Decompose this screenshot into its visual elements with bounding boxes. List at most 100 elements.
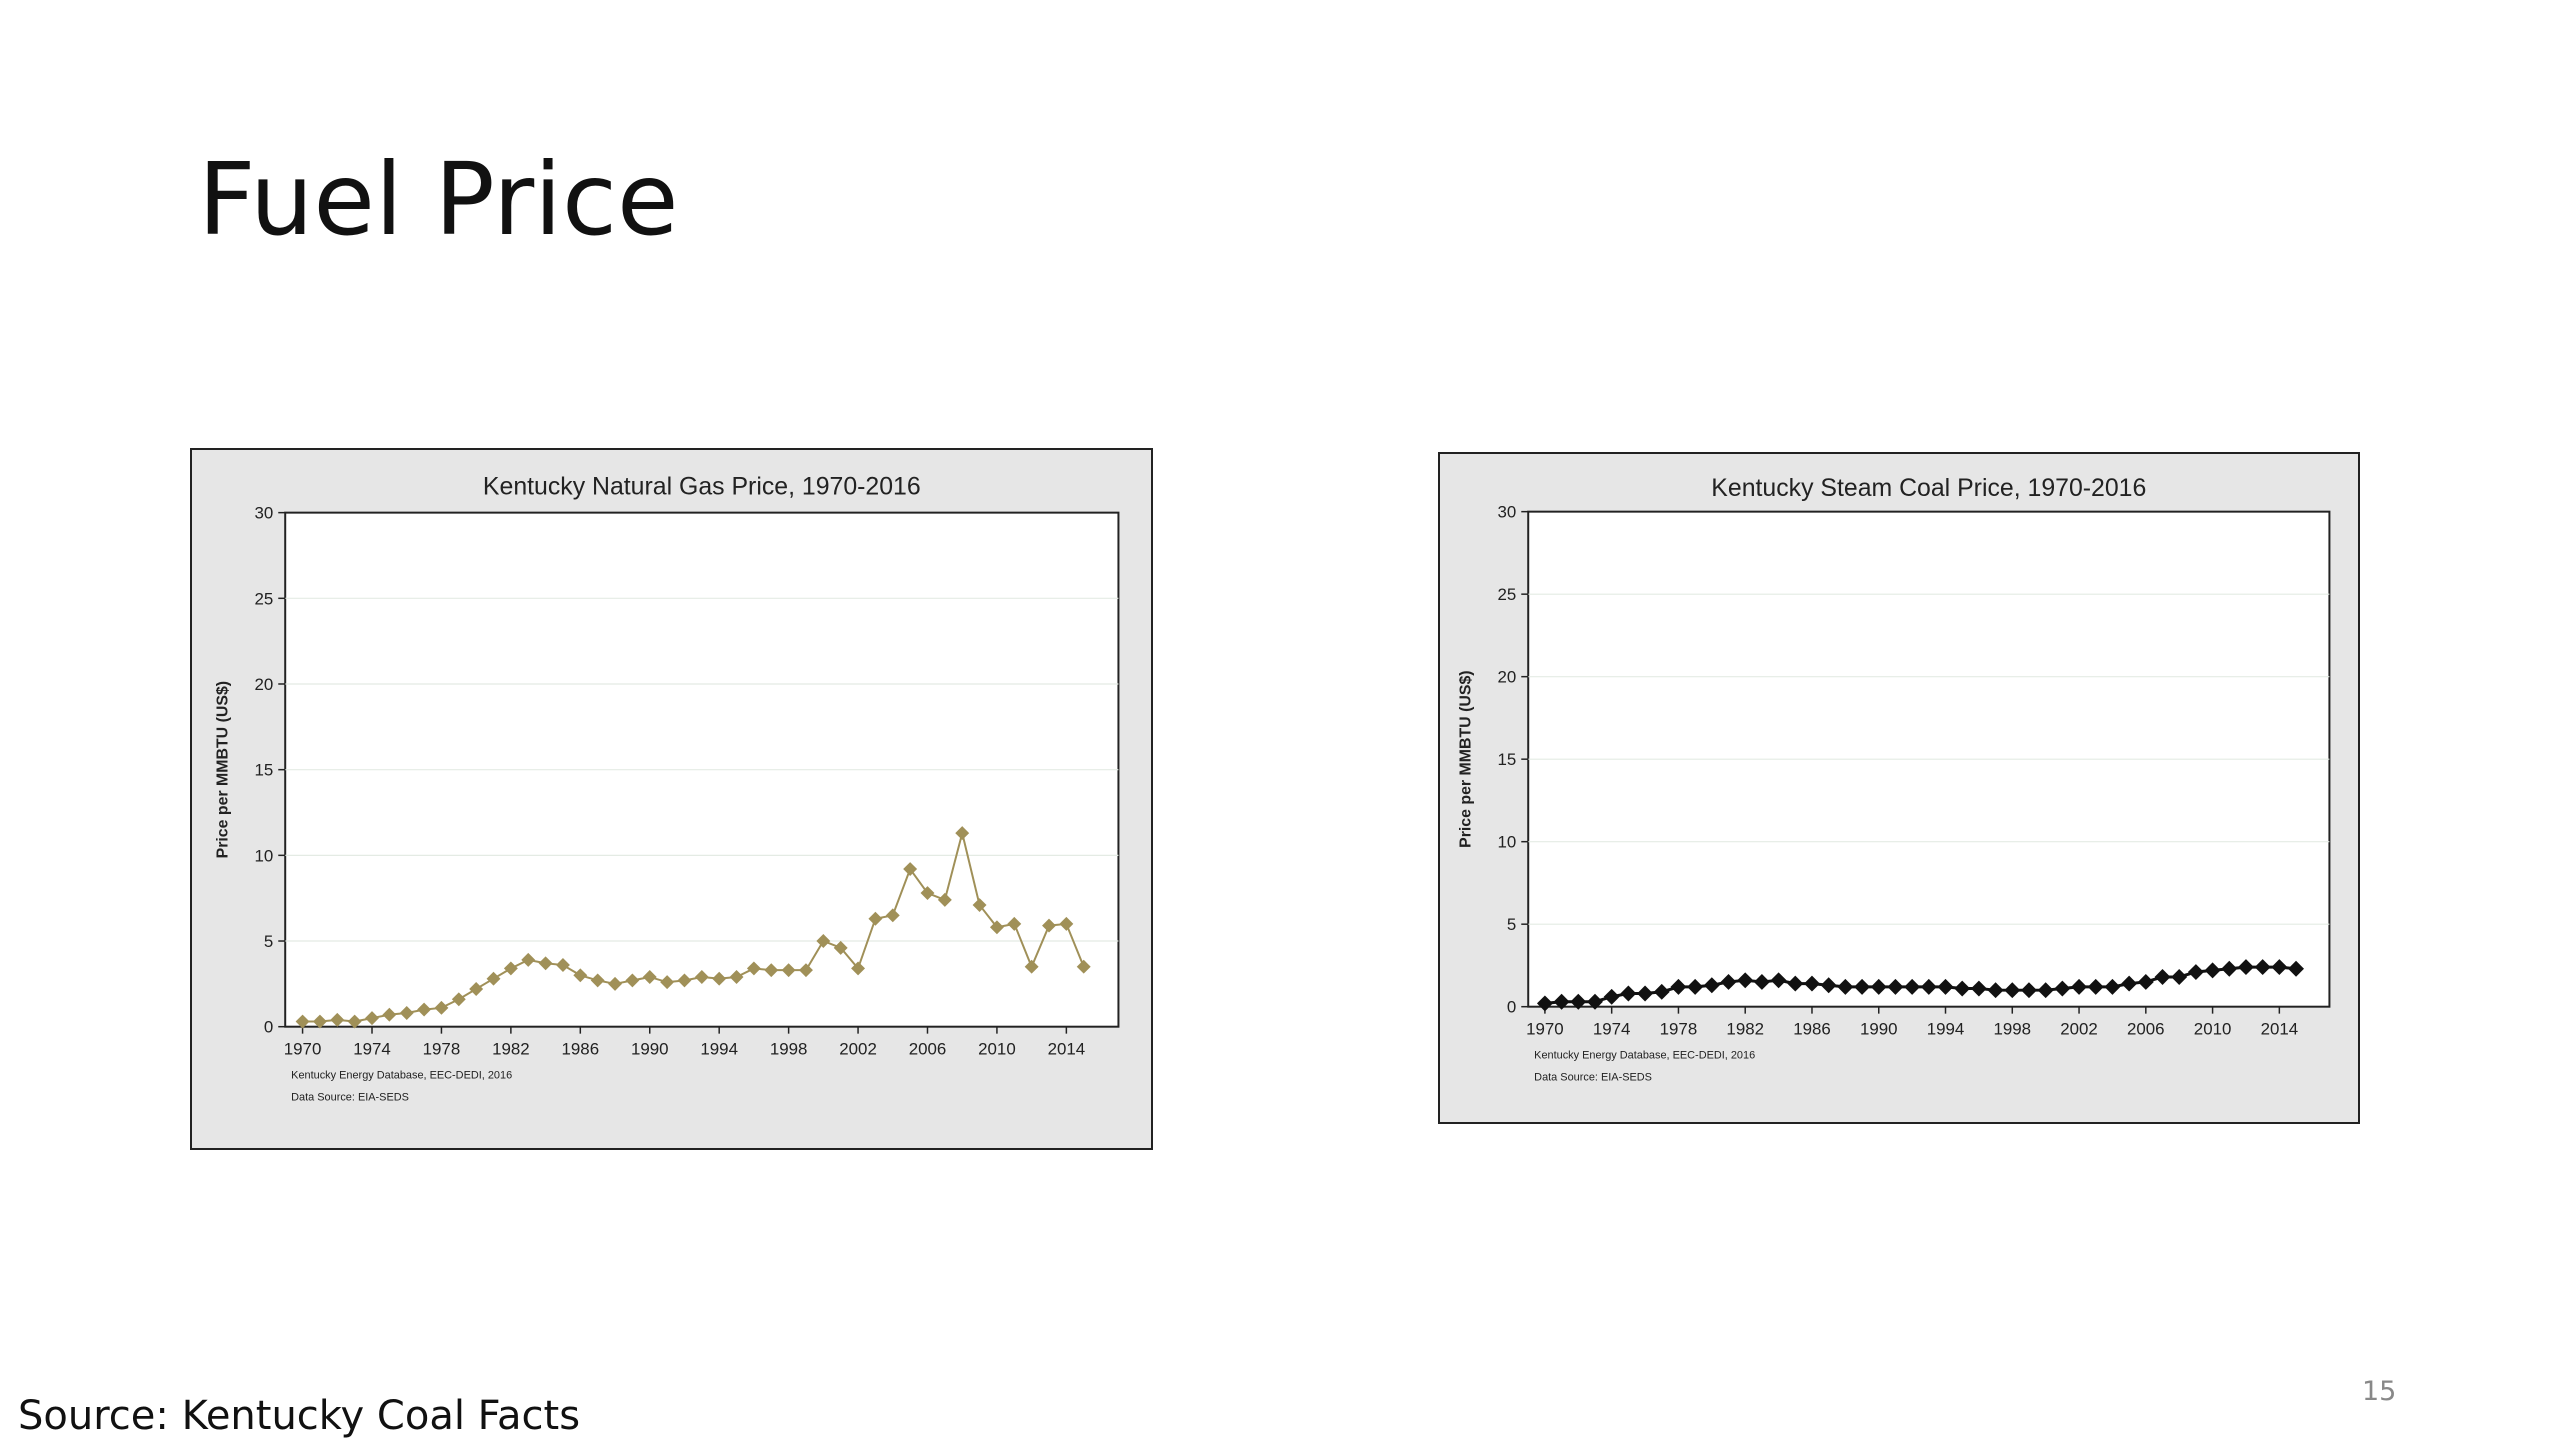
data-point: [677, 973, 692, 988]
x-tick-label: 1974: [1593, 1020, 1631, 1039]
data-point: [1603, 988, 1620, 1005]
chart-note: Data Source: EIA-SEDS: [1534, 1071, 1652, 1083]
data-point: [451, 992, 466, 1007]
data-point: [399, 1006, 414, 1020]
data-point: [312, 1014, 327, 1029]
data-point: [989, 920, 1004, 935]
data-point: [2021, 982, 2037, 999]
y-tick-label: 30: [254, 504, 273, 523]
x-tick-label: 2010: [2194, 1020, 2232, 1039]
data-point: [1804, 975, 1820, 992]
data-point: [1007, 916, 1022, 931]
chart-title: Kentucky Natural Gas Price, 1970-2016: [483, 474, 921, 501]
data-point: [330, 1012, 345, 1027]
data-point: [1920, 978, 1937, 995]
data-point: [2004, 982, 2021, 999]
data-point: [417, 1002, 432, 1017]
x-tick-label: 1982: [492, 1040, 530, 1059]
data-point: [1820, 977, 1837, 994]
data-point: [2221, 960, 2238, 977]
data-point: [1687, 978, 1704, 995]
x-tick-label: 1978: [423, 1040, 461, 1059]
data-point: [1670, 978, 1687, 995]
data-point: [2104, 978, 2121, 995]
data-point: [382, 1007, 397, 1022]
y-axis-label: Price per MMBTU (US$): [1458, 670, 1475, 847]
x-tick-label: 1990: [1860, 1020, 1898, 1039]
x-tick-label: 2002: [839, 1040, 877, 1059]
data-point: [1987, 982, 2004, 999]
data-point: [1770, 972, 1787, 989]
series-line: [1544, 965, 2297, 1005]
natural-gas-price-chart: Kentucky Natural Gas Price, 1970-2016 0 5 1…: [190, 448, 1153, 1150]
y-axis-label: Price per MMBTU (US$): [215, 681, 232, 858]
x-tick-label: 1994: [700, 1040, 738, 1059]
x-tick-label: 1970: [1526, 1020, 1564, 1039]
page-number: 15: [2362, 1376, 2397, 1407]
data-point: [1887, 978, 1904, 995]
data-point: [1076, 959, 1091, 974]
x-tick-label: 1986: [562, 1040, 600, 1059]
steam-coal-price-chart: Kentucky Steam Coal Price, 1970-2016 0 5 10…: [1438, 452, 2360, 1124]
y-tick-label: 15: [254, 761, 273, 780]
y-tick-label: 20: [1498, 668, 1517, 687]
data-point: [1536, 995, 1553, 1012]
x-tick-label: 2002: [2060, 1020, 2098, 1039]
x-tick-label: 1998: [770, 1040, 808, 1059]
data-point: [799, 963, 813, 978]
y-tick-label: 25: [254, 589, 273, 608]
data-point: [1937, 978, 1954, 995]
series-line: [302, 832, 1085, 1023]
x-tick-label: 2006: [909, 1040, 947, 1059]
x-tick-label: 1998: [1994, 1020, 2032, 1039]
data-point: [1904, 978, 1921, 995]
x-tick-label: 1990: [631, 1040, 669, 1059]
data-point: [1553, 993, 1570, 1010]
data-point: [1870, 978, 1887, 995]
x-tick-label: 2014: [2261, 1020, 2299, 1039]
data-point: [1753, 973, 1770, 990]
chart-title: Kentucky Steam Coal Price, 1970-2016: [1711, 475, 2146, 502]
x-tick-label: 2014: [1048, 1040, 1086, 1059]
x-tick-label: 1982: [1726, 1020, 1764, 1039]
data-point: [2121, 975, 2138, 992]
data-point: [1620, 985, 1637, 1002]
y-tick-label: 5: [264, 932, 273, 951]
data-point: [885, 908, 900, 923]
data-point: [2288, 960, 2304, 977]
data-point: [1042, 918, 1056, 933]
y-tick-label: 0: [264, 1018, 273, 1037]
chart-note: Kentucky Energy Database, EEC-DEDI, 2016: [1534, 1049, 1755, 1061]
chart-note: Data Source: EIA-SEDS: [291, 1091, 409, 1103]
y-tick-label: 0: [1507, 998, 1516, 1017]
source-caption: Source: Kentucky Coal Facts: [18, 1393, 581, 1439]
data-point: [1954, 980, 1971, 997]
data-point: [1837, 978, 1854, 995]
slide-title: Fuel Price: [198, 141, 679, 258]
y-tick-label: 5: [1507, 915, 1516, 934]
data-point: [1854, 978, 1871, 995]
data-point: [2071, 978, 2087, 995]
data-point: [365, 1011, 379, 1026]
y-tick-label: 10: [254, 846, 273, 865]
x-tick-label: 1994: [1927, 1020, 1965, 1039]
data-point: [555, 958, 570, 972]
x-tick-label: 2010: [978, 1040, 1016, 1059]
y-tick-label: 25: [1498, 585, 1517, 604]
data-point: [2037, 982, 2054, 999]
data-point: [1737, 972, 1754, 989]
data-point: [1787, 975, 1804, 992]
data-point: [1587, 993, 1603, 1010]
data-point: [920, 886, 935, 901]
data-point: [347, 1014, 362, 1029]
y-tick-label: 10: [1498, 833, 1517, 852]
x-tick-label: 1986: [1793, 1020, 1831, 1039]
data-point: [955, 826, 970, 841]
data-point: [1703, 977, 1720, 994]
data-point: [1637, 985, 1654, 1002]
data-point: [660, 975, 675, 990]
natural-gas-chart-svg: Kentucky Natural Gas Price, 1970-2016 0 5 1…: [215, 474, 1120, 1103]
x-tick-label: 1970: [284, 1040, 322, 1059]
data-point: [1720, 973, 1737, 990]
y-tick-label: 20: [254, 675, 273, 694]
